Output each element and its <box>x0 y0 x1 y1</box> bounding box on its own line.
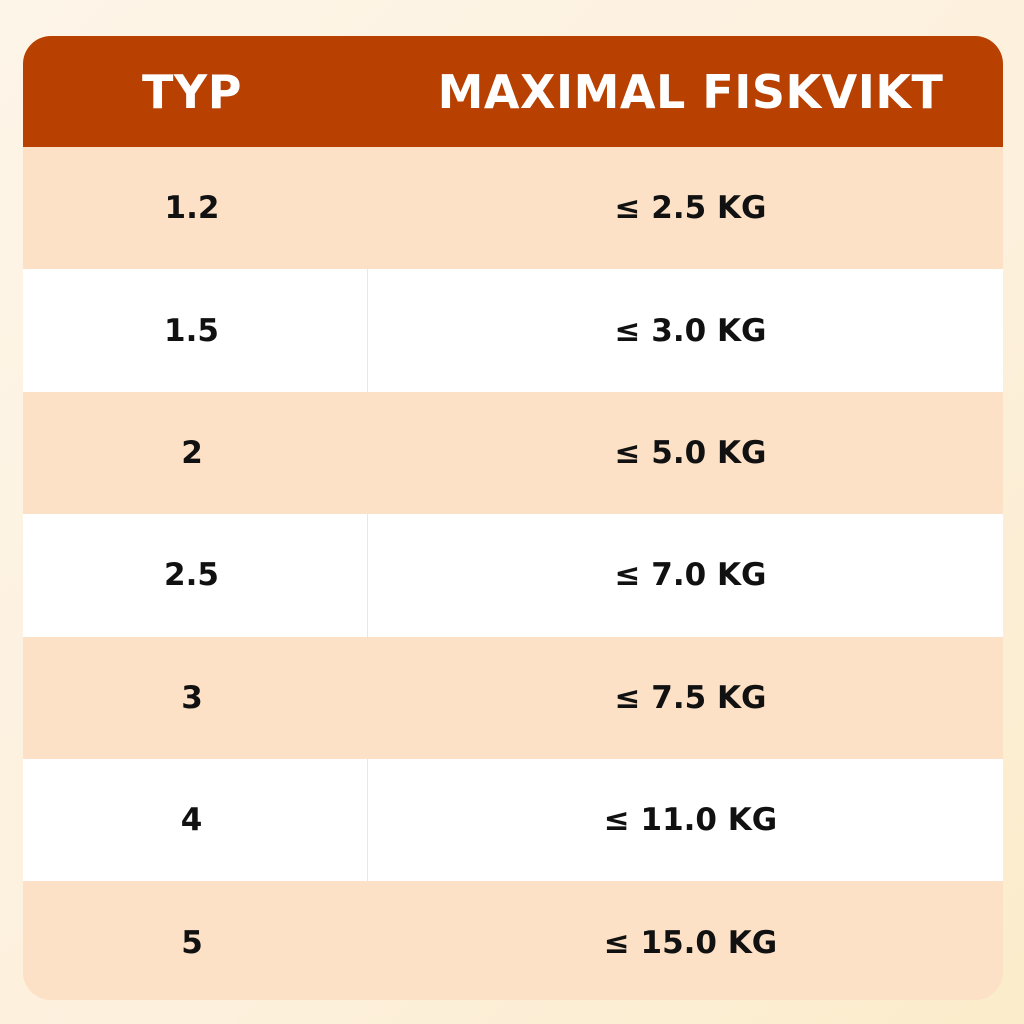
table-row: 2 ≤ 5.0 KG <box>23 391 1003 515</box>
header-max-weight: MAXIMAL FISKVIKT <box>437 64 944 119</box>
table-row: 1.2 ≤ 2.5 KG <box>23 147 1003 270</box>
cell-typ: 2 <box>181 434 203 471</box>
cell-max-weight: ≤ 7.5 KG <box>614 679 767 716</box>
cell-typ: 2.5 <box>23 514 368 637</box>
cell-max-weight: ≤ 3.0 KG <box>614 312 767 349</box>
cell-typ: 1.2 <box>164 190 220 227</box>
table-row: 1.5 ≤ 3.0 KG <box>23 269 1003 392</box>
table-header: TYP MAXIMAL FISKVIKT <box>23 36 1003 147</box>
weight-table: TYP MAXIMAL FISKVIKT 1.2 ≤ 2.5 KG 1.5 ≤ 3.… <box>23 36 1003 1000</box>
table-row: 5 ≤ 15.0 KG <box>23 881 1003 1000</box>
cell-typ: 3 <box>181 679 203 716</box>
cell-typ: 4 <box>23 758 368 882</box>
cell-max-weight: ≤ 11.0 KG <box>603 802 778 839</box>
cell-max-weight: ≤ 5.0 KG <box>614 434 767 471</box>
table-row: 3 ≤ 7.5 KG <box>23 636 1003 759</box>
table-row: 2.5 ≤ 7.0 KG <box>23 514 1003 637</box>
header-typ: TYP <box>142 64 242 119</box>
cell-max-weight: ≤ 7.0 KG <box>614 557 767 594</box>
cell-max-weight: ≤ 2.5 KG <box>614 190 767 227</box>
table-row: 4 ≤ 11.0 KG <box>23 758 1003 882</box>
cell-typ: 1.5 <box>23 269 368 392</box>
cell-max-weight: ≤ 15.0 KG <box>603 924 778 961</box>
cell-typ: 5 <box>181 924 203 961</box>
